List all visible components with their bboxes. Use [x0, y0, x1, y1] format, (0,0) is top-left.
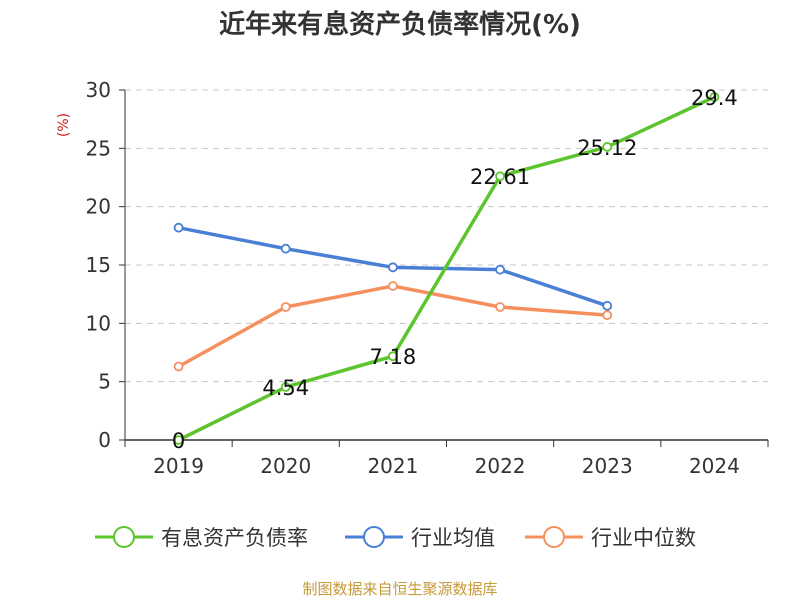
legend-swatch-marker-0 [113, 526, 135, 548]
legend: 有息资产负债率 行业均值 行业中位数 [95, 526, 696, 550]
series-2-point-2021 [388, 281, 398, 291]
data-label-2019: 0 [172, 429, 185, 453]
legend-label-0: 有息资产负债率 [161, 526, 308, 550]
data-label-2022: 22.61 [470, 165, 530, 189]
data-label-layer: 0 4.54 7.18 22.61 25.12 29.4 [172, 86, 738, 453]
data-label-2021: 7.18 [370, 345, 417, 369]
series-1-point-2021 [388, 262, 398, 273]
x-tick-label-2019: 2019 [153, 454, 204, 478]
y-tick-label-15: 15 [86, 253, 111, 277]
legend-swatch-marker-1 [363, 526, 385, 548]
legend-label-2: 行业中位数 [591, 526, 696, 550]
series-0-point-2021 [388, 351, 398, 362]
legend-item-2: 行业中位数 [525, 526, 696, 550]
data-label-2020: 4.54 [262, 376, 309, 400]
y-tick-label-5: 5 [98, 370, 111, 394]
legend-item-0: 有息资产负债率 [95, 526, 308, 550]
chart-title: 近年来有息资产负债率情况(%) [219, 10, 581, 40]
series-0-point-2023 [602, 142, 613, 152]
x-tick-label-2023: 2023 [582, 454, 633, 478]
axis-layer: 0 5 10 15 20 25 30 2019 2020 2021 2022 2023 2024 (%) [56, 78, 769, 478]
y-tick-label-0: 0 [98, 428, 111, 452]
series-2-point-2020 [280, 302, 291, 312]
x-tick-label-2022: 2022 [475, 454, 526, 478]
y-tick-label-10: 10 [86, 311, 111, 335]
series-0-point-2024 [709, 92, 720, 102]
data-label-2023: 25.12 [577, 136, 637, 160]
y-tick-label-25: 25 [86, 136, 111, 160]
x-tick-label-2021: 2021 [367, 454, 418, 478]
series-layer [173, 92, 720, 445]
y-tick-label-20: 20 [86, 195, 111, 219]
legend-swatch-marker-2 [543, 526, 565, 548]
x-tick-label-2024: 2024 [689, 454, 740, 478]
source-note: 制图数据来自恒生聚源数据库 [302, 580, 498, 598]
series-1-point-2019 [173, 222, 184, 233]
series-1-point-2023 [602, 300, 613, 311]
data-label-2024: 29.4 [691, 86, 738, 110]
legend-label-1: 行业均值 [411, 526, 495, 550]
series-2-point-2023 [602, 310, 613, 321]
series-0-point-2020 [280, 382, 291, 392]
series-2-point-2022 [495, 302, 505, 312]
x-tick-label-2020: 2020 [260, 454, 311, 478]
y-axis-label: (%) [56, 113, 72, 137]
series-0-point-2022 [495, 171, 505, 182]
y-tick-label-30: 30 [86, 78, 111, 102]
series-line-0 [177, 95, 716, 442]
legend-item-1: 行业均值 [345, 526, 495, 550]
series-1-point-2020 [280, 243, 291, 254]
series-0-point-2019 [173, 435, 184, 445]
series-2-point-2019 [173, 361, 184, 372]
series-1-point-2022 [495, 264, 505, 275]
